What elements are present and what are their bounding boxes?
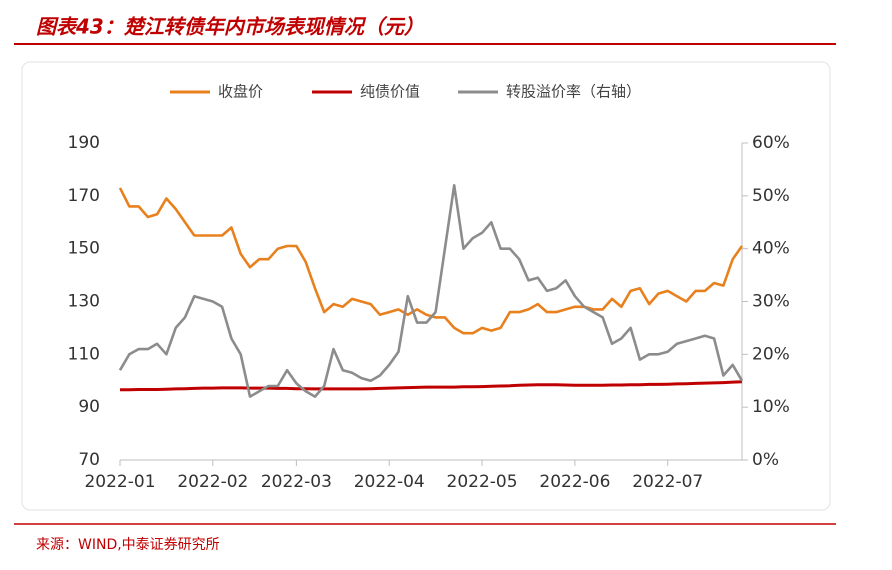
y-tick-label: 110 <box>68 344 100 364</box>
x-tick-label: 2022-04 <box>354 472 425 492</box>
x-tick-label: 2022-01 <box>84 472 155 492</box>
legend-label: 纯债价值 <box>360 83 420 101</box>
source: 来源：WIND,中泰证券研究所 <box>36 537 220 553</box>
y2-tick-label: 10% <box>752 397 790 417</box>
y-tick-label: 170 <box>68 186 100 206</box>
y-tick-label: 70 <box>78 450 100 470</box>
legend-label: 转股溢价率（右轴） <box>506 83 641 101</box>
y2-tick-label: 60% <box>752 133 790 153</box>
x-tick-label: 2022-05 <box>447 472 518 492</box>
x-tick-label: 2022-07 <box>632 472 703 492</box>
y-tick-label: 90 <box>78 397 100 417</box>
chart-title: 图表43：楚江转债年内市场表现情况（元） <box>36 15 424 39</box>
series-line <box>120 380 743 392</box>
y2-tick-label: 30% <box>752 292 790 312</box>
x-tick-label: 2022-03 <box>261 472 332 492</box>
series-line <box>118 187 744 335</box>
y-tick-label: 150 <box>68 239 100 259</box>
legend-label: 收盘价 <box>218 83 263 101</box>
y2-tick-label: 0% <box>752 450 779 470</box>
y2-tick-label: 40% <box>752 239 790 259</box>
y2-tick-label: 50% <box>752 186 790 206</box>
x-tick-label: 2022-02 <box>177 472 248 492</box>
y-tick-label: 190 <box>68 133 100 153</box>
y-tick-label: 130 <box>68 292 100 312</box>
chart-frame <box>21 61 831 511</box>
series-line <box>118 184 744 398</box>
y2-tick-label: 20% <box>752 344 790 364</box>
x-tick-label: 2022-06 <box>539 472 610 492</box>
